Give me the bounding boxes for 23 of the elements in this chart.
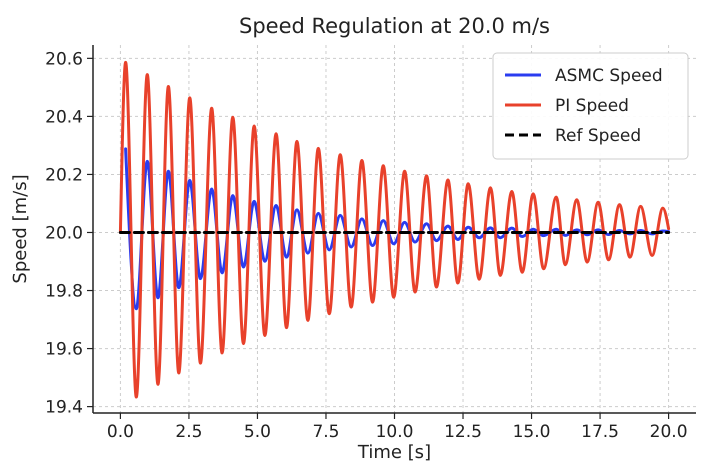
x-tick-label: 5.0 — [244, 422, 271, 442]
y-tick-label: 20.2 — [45, 165, 83, 186]
x-tick-label: 15.0 — [512, 422, 550, 442]
x-tick-label: 10.0 — [376, 422, 414, 442]
x-tick-label: 20.0 — [650, 422, 688, 442]
x-tick-label: 2.5 — [175, 422, 202, 442]
y-tick-label: 19.8 — [45, 281, 83, 302]
chart-title: Speed Regulation at 20.0 m/s — [238, 14, 550, 38]
x-axis-title: Time [s] — [356, 442, 432, 463]
y-tick-label: 20.6 — [45, 49, 83, 70]
legend-label: ASMC Speed — [555, 66, 663, 86]
legend-label: Ref Speed — [555, 126, 642, 146]
x-tick-label: 17.5 — [581, 422, 619, 442]
y-tick-label: 20.4 — [45, 107, 83, 128]
y-tick-label: 20.0 — [45, 223, 83, 244]
x-tick-label: 0.0 — [106, 422, 134, 442]
y-tick-label: 19.4 — [45, 398, 83, 418]
x-tick-label: 12.5 — [444, 422, 482, 442]
line-series — [118, 60, 670, 399]
y-axis-title: Speed [m/s] — [10, 174, 31, 284]
x-tick-label: 7.5 — [312, 422, 340, 442]
y-tick-label: 19.6 — [45, 340, 83, 360]
legend-label: PI Speed — [555, 96, 629, 116]
